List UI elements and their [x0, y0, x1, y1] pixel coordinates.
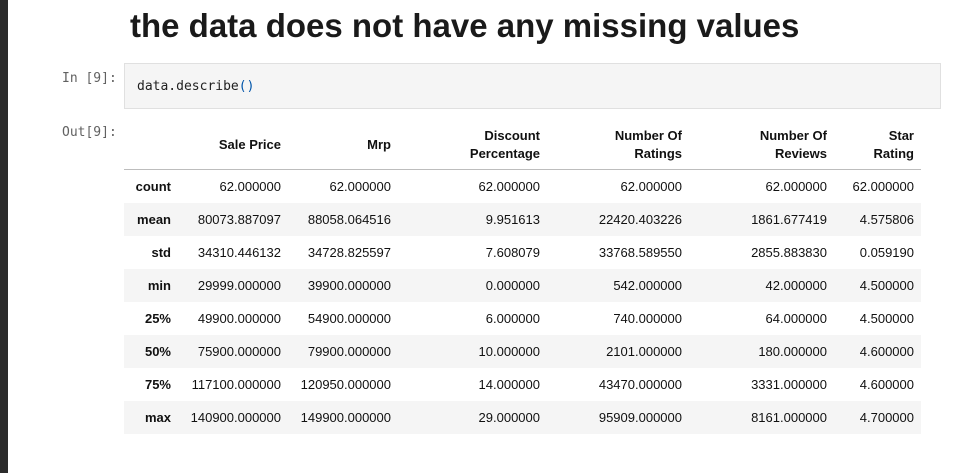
table-row: 25% 49900.000000 54900.000000 6.000000 7…	[124, 302, 921, 335]
table-cell: 2855.883830	[751, 244, 827, 260]
table-cell: 2101.000000	[606, 343, 682, 359]
row-label: mean	[137, 211, 171, 227]
table-row: count 62.000000 62.000000 62.000000 62.0…	[124, 170, 921, 203]
code-parens: ()	[238, 79, 255, 94]
table-cell: 62.000000	[329, 178, 391, 194]
table-cell: 14.000000	[478, 376, 540, 392]
code-text: data.describe	[137, 79, 239, 94]
table-cell: 10.000000	[478, 343, 540, 359]
table-cell: 88058.064516	[307, 211, 391, 227]
table-cell: 0.000000	[485, 277, 540, 293]
row-label: min	[147, 277, 171, 293]
column-header: Discount Percentage	[398, 121, 547, 170]
code-line: data.describe()	[137, 79, 254, 94]
table-cell: 43470.000000	[598, 376, 682, 392]
table-row: 50% 75900.000000 79900.000000 10.000000 …	[124, 334, 921, 368]
table-row: mean 80073.887097 88058.064516 9.951613 …	[124, 202, 921, 236]
column-header: Number Of Reviews	[689, 121, 834, 170]
table-cell: 140900.000000	[190, 409, 281, 425]
table-row: max 140900.000000 149900.000000 29.00000…	[124, 400, 921, 434]
table-cell: 62.000000	[765, 178, 827, 194]
table-cell: 95909.000000	[598, 409, 682, 425]
table-cell: 39900.000000	[307, 277, 391, 293]
table-cell: 180.000000	[758, 343, 827, 359]
table-cell: 29999.000000	[197, 277, 281, 293]
row-label: std	[151, 244, 172, 260]
table-cell: 34728.825597	[307, 244, 391, 260]
table-cell: 4.500000	[859, 310, 914, 326]
input-prompt: In [9]:	[62, 71, 117, 86]
row-label: 50%	[144, 343, 171, 359]
table-cell: 29.000000	[478, 409, 540, 425]
table-cell: 3331.000000	[751, 376, 827, 392]
table-cell: 34310.446132	[197, 244, 281, 260]
table-cell: 117100.000000	[191, 376, 281, 392]
row-label: count	[135, 178, 171, 194]
table-row: 75% 117100.000000 120950.000000 14.00000…	[124, 368, 921, 401]
table-cell: 1861.677419	[751, 211, 827, 227]
table-cell: 4.600000	[859, 376, 914, 392]
column-header: Mrp	[288, 121, 398, 170]
table-cell: 42.000000	[765, 277, 827, 293]
table-cell: 4.700000	[859, 409, 914, 425]
table-cell: 22420.403226	[598, 211, 682, 227]
column-header: Number Of Ratings	[547, 121, 689, 170]
table-cell: 79900.000000	[307, 343, 391, 359]
table-cell: 62.000000	[478, 178, 540, 194]
describe-table: Sale Price Mrp Discount Percentage Number…	[124, 121, 921, 434]
window-edge	[0, 0, 8, 473]
index-header	[124, 121, 178, 170]
code-cell-input[interactable]: data.describe()	[124, 63, 941, 109]
row-label: max	[144, 409, 171, 425]
table-row: min 29999.000000 39900.000000 0.000000 5…	[124, 268, 921, 302]
table-cell: 80073.887097	[197, 211, 281, 227]
table-cell: 54900.000000	[307, 310, 391, 326]
table-cell: 62.000000	[620, 178, 682, 194]
row-label: 75%	[144, 376, 171, 392]
table-cell: 7.608079	[485, 244, 540, 260]
table-cell: 75900.000000	[197, 343, 281, 359]
row-label: 25%	[144, 310, 171, 326]
table-cell: 0.059190	[859, 244, 914, 260]
table-cell: 62.000000	[219, 178, 281, 194]
table-cell: 64.000000	[765, 310, 827, 326]
table-cell: 149900.000000	[300, 409, 391, 425]
table-cell: 4.500000	[859, 277, 914, 293]
column-header: Star Rating	[834, 121, 921, 170]
table-cell: 49900.000000	[197, 310, 281, 326]
table-cell: 120950.000000	[300, 376, 391, 392]
table-row: std 34310.446132 34728.825597 7.608079 3…	[124, 236, 921, 269]
table-cell: 33768.589550	[598, 244, 682, 260]
table-cell: 6.000000	[485, 310, 540, 326]
markdown-heading: the data does not have any missing value…	[130, 7, 800, 44]
table-cell: 4.600000	[859, 343, 914, 359]
table-cell: 62.000000	[852, 178, 914, 194]
table-cell: 4.575806	[859, 211, 914, 227]
table-cell: 8161.000000	[751, 409, 827, 425]
table-cell: 542.000000	[613, 277, 682, 293]
output-prompt: Out[9]:	[62, 125, 117, 140]
table-header-row: Sale Price Mrp Discount Percentage Number…	[124, 121, 921, 170]
column-header: Sale Price	[178, 121, 288, 170]
table-cell: 740.000000	[613, 310, 682, 326]
table-cell: 9.951613	[485, 211, 540, 227]
